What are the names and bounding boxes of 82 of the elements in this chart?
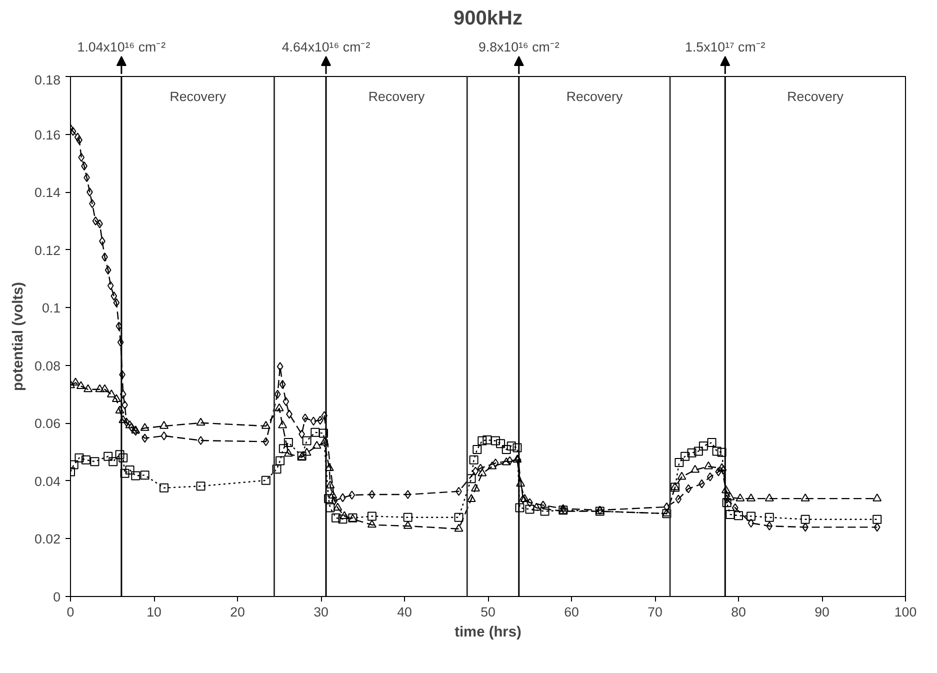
- point: [478, 468, 487, 476]
- y-tick-label: 0.18: [34, 72, 61, 88]
- point: [261, 420, 270, 429]
- point: [532, 502, 541, 511]
- x-tick-label: 30: [314, 604, 328, 620]
- y-tick-label: 0.06: [34, 416, 61, 432]
- point: [470, 484, 480, 492]
- point: [71, 378, 80, 386]
- point: [512, 454, 522, 463]
- point: [502, 457, 511, 466]
- chart-title: 900kHz: [454, 8, 522, 30]
- point: [348, 514, 358, 522]
- y-tick-label: 0.14: [34, 185, 62, 200]
- y-tick-label: 0.08: [34, 358, 61, 374]
- y-tick-label: 0.1: [42, 300, 61, 316]
- y-tick-label: 0.02: [34, 532, 61, 547]
- x-tick-label: 50: [480, 604, 496, 620]
- point: [131, 426, 140, 434]
- point: [670, 482, 680, 492]
- point: [736, 493, 745, 502]
- point: [115, 406, 124, 414]
- point: [326, 480, 335, 488]
- y-tick-label: 0.16: [34, 127, 61, 142]
- point: [466, 494, 476, 502]
- x-tick-label: 90: [814, 604, 830, 620]
- y-tick-label: 0.12: [34, 242, 61, 258]
- annotation: Recovery: [170, 89, 226, 104]
- point: [764, 493, 774, 502]
- annotation: Recovery: [787, 89, 844, 104]
- point: [516, 478, 526, 487]
- y-tick-label: 0: [53, 590, 61, 604]
- x-tick-label: 10: [146, 604, 162, 620]
- y-tick-label: 0.04: [34, 474, 62, 489]
- x-axis-title: time (hrs): [454, 624, 522, 640]
- point: [800, 493, 810, 502]
- point: [454, 524, 464, 532]
- point: [297, 452, 306, 460]
- point: [106, 389, 116, 398]
- point: [488, 461, 497, 470]
- annotation: Recovery: [368, 89, 426, 104]
- point: [112, 394, 121, 402]
- point: [520, 494, 530, 502]
- ref-line-label: 1.04x10¹⁶ cm⁻²: [77, 40, 166, 54]
- point: [95, 384, 104, 392]
- point: [302, 448, 312, 456]
- x-tick-label: 100: [894, 604, 917, 620]
- point: [746, 493, 756, 502]
- point: [274, 403, 284, 412]
- point: [726, 492, 735, 500]
- x-tick-label: 40: [397, 604, 412, 620]
- point: [84, 384, 93, 392]
- x-tick-label: 80: [731, 604, 746, 620]
- point: [76, 381, 86, 389]
- x-tick-label: 70: [648, 604, 662, 620]
- point: [284, 448, 293, 457]
- point: [100, 384, 110, 392]
- point: [690, 464, 700, 473]
- x-tick-label: 60: [564, 604, 579, 620]
- point: [367, 520, 376, 528]
- ref-line-label: 1.5x10¹⁷ cm⁻²: [685, 40, 766, 54]
- ref-line-label: 4.64x10¹⁶ cm⁻²: [282, 40, 371, 54]
- point: [125, 420, 134, 428]
- point: [324, 463, 334, 472]
- point: [118, 415, 128, 424]
- point: [278, 420, 288, 428]
- point: [403, 520, 412, 529]
- x-tick-label: 0: [66, 604, 74, 620]
- point: [160, 420, 169, 429]
- point: [333, 502, 342, 511]
- point: [721, 485, 730, 494]
- y-axis-title: potential (volts): [10, 282, 27, 392]
- point: [872, 493, 882, 502]
- point: [312, 440, 322, 449]
- point: [558, 506, 568, 514]
- annotation: Recovery: [566, 89, 623, 104]
- ref-line-label: 9.8x10¹⁶ cm⁻²: [478, 40, 560, 54]
- point: [320, 437, 329, 446]
- x-tick-label: 20: [230, 604, 245, 620]
- point: [704, 461, 713, 470]
- point: [677, 472, 686, 480]
- point: [140, 422, 150, 431]
- point: [196, 418, 206, 426]
